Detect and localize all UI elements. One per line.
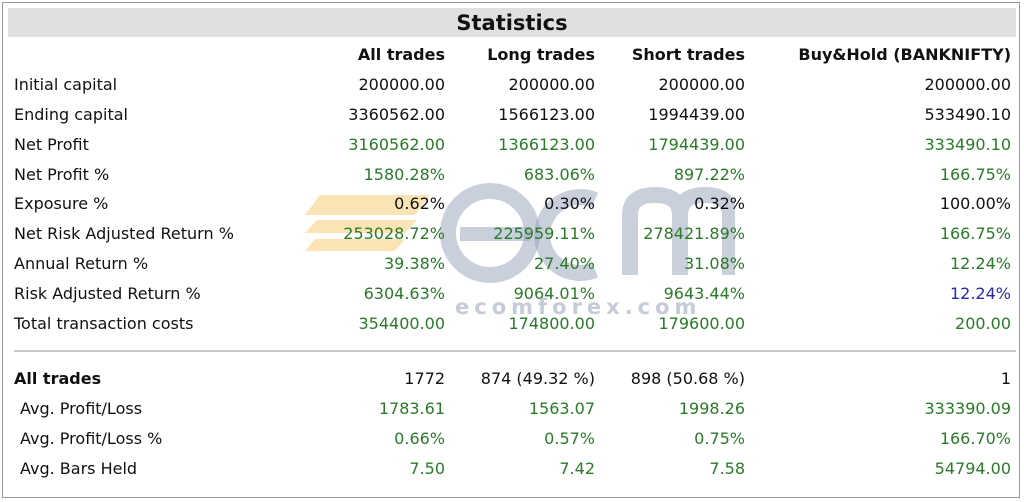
cell-all: 0.62% [394, 194, 445, 214]
cell-buyhold: 166.75% [939, 164, 1011, 184]
cell-long: 1366123.00 [498, 134, 595, 154]
cell-all: 253028.72% [343, 224, 445, 244]
cell-buyhold: 200.00 [955, 313, 1011, 333]
header-row: All trades Long trades Short trades Buy&… [8, 40, 1016, 70]
cell-all: 0.66% [394, 428, 445, 448]
row-label: Ending capital [14, 104, 128, 124]
statistics-table: All trades Long trades Short trades Buy&… [8, 40, 1016, 483]
row-net-profit: Net Profit 3160562.00 1366123.00 1794439… [8, 129, 1016, 159]
row-label: Net Profit % [14, 164, 110, 184]
cell-short: 0.32% [694, 194, 745, 214]
row-all-trades-count: All trades 1772 874 (49.32 %) 898 (50.68… [8, 364, 1016, 394]
cell-buyhold: 12.24% [949, 253, 1011, 273]
cell-short: 9643.44% [663, 283, 745, 303]
row-label: Total transaction costs [14, 313, 194, 333]
cell-all: 6304.63% [363, 283, 445, 303]
section-separator [8, 338, 1016, 364]
cell-short: 7.58 [709, 458, 745, 478]
cell-short: 898 (50.68 %) [630, 369, 745, 389]
row-avg-profit-loss: Avg. Profit/Loss 1783.61 1563.07 1998.26… [8, 394, 1016, 424]
cell-long: 683.06% [523, 164, 595, 184]
cell-buyhold: 333490.10 [924, 134, 1011, 154]
cell-all: 1772 [404, 369, 445, 389]
cell-long: 7.42 [559, 458, 595, 478]
cell-long: 200000.00 [508, 75, 595, 95]
panel-title: Statistics [8, 8, 1016, 37]
cell-long: 0.57% [544, 428, 595, 448]
cell-buyhold: 166.70% [939, 428, 1011, 448]
cell-all: 7.50 [409, 458, 445, 478]
row-label: Initial capital [14, 75, 118, 95]
cell-short: 200000.00 [658, 75, 745, 95]
cell-all: 354400.00 [358, 313, 445, 333]
cell-long: 9064.01% [513, 283, 595, 303]
row-avg-bars-held: Avg. Bars Held 7.50 7.42 7.58 54794.00 [8, 453, 1016, 483]
row-label: Risk Adjusted Return % [14, 283, 201, 303]
row-net-risk-adjusted-return: Net Risk Adjusted Return % 253028.72% 22… [8, 219, 1016, 249]
cell-short: 1794439.00 [648, 134, 745, 154]
cell-short: 278421.89% [643, 224, 745, 244]
header-short-trades: Short trades [631, 45, 745, 65]
cell-all: 39.38% [383, 253, 445, 273]
cell-short: 179600.00 [658, 313, 745, 333]
row-label: Exposure % [14, 194, 109, 214]
cell-short: 1998.26 [678, 399, 745, 419]
cell-buyhold: 200000.00 [924, 75, 1011, 95]
cell-buyhold: 1 [1000, 369, 1011, 389]
cell-buyhold: 54794.00 [934, 458, 1011, 478]
cell-short: 1994439.00 [648, 104, 745, 124]
row-ending-capital: Ending capital 3360562.00 1566123.00 199… [8, 100, 1016, 130]
header-buy-hold: Buy&Hold (BANKNIFTY) [798, 45, 1011, 65]
cell-long: 27.40% [533, 253, 595, 273]
row-total-transaction-costs: Total transaction costs 354400.00 174800… [8, 308, 1016, 338]
cell-short: 897.22% [673, 164, 745, 184]
cell-short: 31.08% [683, 253, 745, 273]
row-label: Net Profit [14, 134, 89, 154]
row-label: Avg. Profit/Loss [20, 399, 143, 419]
row-risk-adjusted-return: Risk Adjusted Return % 6304.63% 9064.01%… [8, 278, 1016, 308]
cell-short: 0.75% [694, 428, 745, 448]
cell-long: 874 (49.32 %) [480, 369, 595, 389]
cell-all: 200000.00 [358, 75, 445, 95]
row-annual-return: Annual Return % 39.38% 27.40% 31.08% 12.… [8, 249, 1016, 279]
cell-all: 3360562.00 [348, 104, 445, 124]
row-exposure-pct: Exposure % 0.62% 0.30% 0.32% 100.00% [8, 189, 1016, 219]
row-initial-capital: Initial capital 200000.00 200000.00 2000… [8, 70, 1016, 100]
cell-all: 3160562.00 [348, 134, 445, 154]
cell-long: 0.30% [544, 194, 595, 214]
cell-long: 174800.00 [508, 313, 595, 333]
header-blank [8, 40, 308, 70]
row-net-profit-pct: Net Profit % 1580.28% 683.06% 897.22% 16… [8, 159, 1016, 189]
row-label: All trades [14, 369, 102, 389]
row-label: Avg. Bars Held [20, 458, 138, 478]
cell-long: 225959.11% [493, 224, 595, 244]
cell-buyhold: 333390.09 [924, 399, 1011, 419]
row-label: Avg. Profit/Loss % [20, 428, 163, 448]
divider [14, 349, 1016, 352]
cell-all: 1783.61 [378, 399, 445, 419]
cell-long: 1563.07 [528, 399, 595, 419]
cell-buyhold: 166.75% [939, 224, 1011, 244]
cell-buyhold: 100.00% [939, 194, 1011, 214]
header-long-trades: Long trades [487, 45, 595, 65]
row-avg-profit-loss-pct: Avg. Profit/Loss % 0.66% 0.57% 0.75% 166… [8, 424, 1016, 454]
header-all-trades: All trades [357, 45, 445, 65]
cell-long: 1566123.00 [498, 104, 595, 124]
row-label: Net Risk Adjusted Return % [14, 224, 234, 244]
row-label: Annual Return % [14, 253, 149, 273]
cell-buyhold: 533490.10 [924, 104, 1011, 124]
cell-buyhold: 12.24% [949, 283, 1011, 303]
cell-all: 1580.28% [363, 164, 445, 184]
